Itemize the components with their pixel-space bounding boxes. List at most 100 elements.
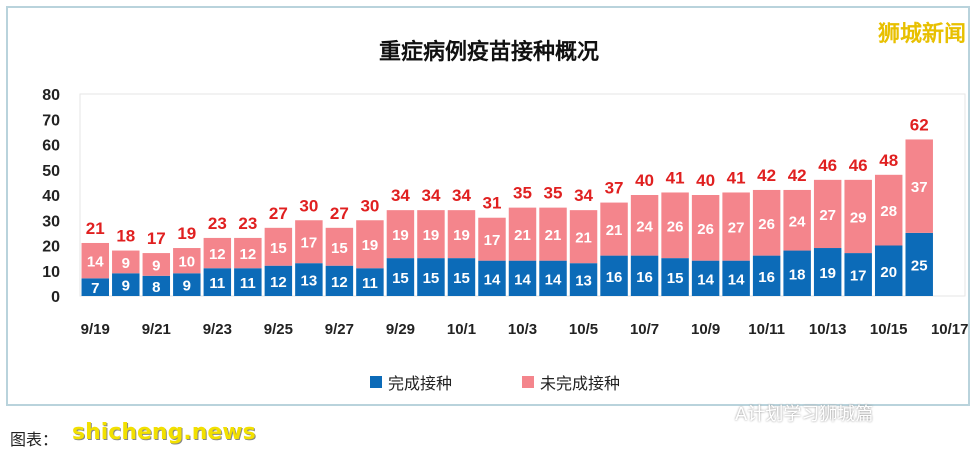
x-tick-label: 10/17 [931, 321, 969, 338]
data-label-completed: 12 [270, 274, 287, 291]
y-tick-label: 20 [42, 239, 60, 256]
data-label-total: 23 [238, 214, 257, 233]
bar-completed [295, 263, 323, 296]
bar-completed [112, 273, 140, 296]
bar-incomplete [722, 192, 750, 261]
legend-swatch [370, 376, 382, 388]
y-tick-label: 0 [51, 289, 60, 306]
y-tick-label: 80 [42, 87, 60, 104]
brand-logo: 狮城新闻 [877, 22, 966, 47]
legend-item-completed: 完成接种 [370, 370, 452, 394]
data-label-completed: 8 [152, 279, 160, 296]
data-label-completed: 13 [301, 273, 318, 290]
y-tick-label: 30 [42, 213, 60, 230]
data-label-total: 18 [116, 227, 135, 246]
bar-incomplete [478, 217, 506, 261]
bar-completed [478, 260, 506, 296]
bar-incomplete [569, 210, 598, 264]
data-label-incomplete: 24 [789, 213, 806, 230]
data-label-completed: 9 [122, 278, 130, 295]
data-label-total: 46 [818, 156, 837, 175]
wechat-watermark: A计划学习狮城篇 [735, 404, 874, 425]
x-tick-label: 10/9 [691, 321, 720, 338]
x-tick-label: 10/7 [630, 321, 659, 338]
x-tick-label: 10/13 [809, 321, 847, 338]
bar-completed [173, 273, 201, 296]
bar-incomplete [691, 195, 720, 261]
data-label-completed: 14 [545, 271, 562, 288]
x-tick-label: 10/3 [508, 321, 537, 338]
bar-completed [142, 275, 171, 296]
bar-completed [661, 258, 689, 296]
data-label-total: 23 [208, 214, 227, 233]
bar-incomplete [813, 179, 842, 249]
data-label-incomplete: 27 [728, 220, 745, 237]
data-label-total: 41 [666, 168, 685, 187]
bar-incomplete [325, 227, 354, 266]
data-label-completed: 25 [911, 257, 928, 274]
bar-incomplete [81, 242, 109, 279]
data-label-completed: 15 [667, 270, 684, 287]
data-label-incomplete: 12 [209, 246, 226, 263]
y-tick-label: 70 [42, 112, 60, 129]
data-label-completed: 14 [484, 271, 501, 288]
x-tick-label: 9/21 [142, 321, 171, 338]
bar-completed [691, 260, 720, 296]
data-label-total: 34 [574, 186, 593, 205]
bar-completed [264, 265, 293, 296]
data-label-completed: 16 [636, 269, 653, 286]
data-label-total: 35 [544, 184, 563, 203]
bar-incomplete [539, 207, 567, 261]
bar-incomplete [356, 220, 384, 269]
data-label-incomplete: 19 [362, 237, 379, 254]
data-label-completed: 11 [209, 275, 225, 292]
data-label-completed: 16 [606, 269, 623, 286]
data-label-incomplete: 37 [911, 179, 928, 196]
data-label-completed: 13 [575, 273, 592, 290]
bar-incomplete [417, 210, 445, 259]
data-label-completed: 15 [392, 270, 409, 287]
data-label-completed: 7 [91, 280, 99, 297]
data-label-completed: 14 [697, 271, 714, 288]
bar-completed [813, 248, 842, 296]
legend-item-incomplete: 未完成接种 [522, 370, 620, 394]
bar-completed [844, 253, 872, 296]
data-label-incomplete: 21 [606, 222, 623, 239]
bar-completed [722, 260, 750, 296]
bar-completed [752, 255, 781, 296]
bar-incomplete [905, 139, 933, 233]
data-label-incomplete: 17 [301, 235, 318, 252]
x-tick-label: 10/1 [447, 321, 476, 338]
bar-incomplete [783, 189, 811, 251]
bar-incomplete [386, 210, 415, 259]
data-label-total: 31 [483, 194, 502, 213]
bar-incomplete [874, 174, 903, 246]
data-label-incomplete: 26 [667, 218, 684, 235]
bar-incomplete [661, 192, 689, 259]
data-label-completed: 9 [183, 278, 191, 295]
bar-completed [356, 268, 384, 296]
data-label-total: 41 [727, 168, 746, 187]
bar-incomplete [173, 248, 201, 274]
y-tick-label: 40 [42, 188, 60, 205]
legend: 完成接种 未完成接种 [370, 370, 620, 394]
data-label-total: 42 [788, 166, 807, 185]
bar-completed [417, 258, 445, 296]
x-tick-label: 10/15 [870, 321, 908, 338]
data-label-total: 17 [147, 229, 166, 248]
data-label-total: 34 [421, 186, 440, 205]
bar-incomplete [295, 220, 323, 264]
data-label-total: 40 [635, 171, 654, 190]
data-label-total: 34 [391, 186, 410, 205]
data-label-incomplete: 27 [819, 207, 836, 224]
bar-incomplete [264, 227, 293, 266]
data-label-total: 42 [757, 166, 776, 185]
data-label-total: 27 [269, 204, 288, 223]
data-label-completed: 11 [240, 275, 256, 292]
data-label-incomplete: 26 [697, 221, 714, 238]
bar-incomplete [234, 237, 262, 269]
data-label-total: 62 [910, 115, 929, 134]
bar-completed [874, 245, 903, 296]
bar-incomplete [447, 210, 476, 259]
